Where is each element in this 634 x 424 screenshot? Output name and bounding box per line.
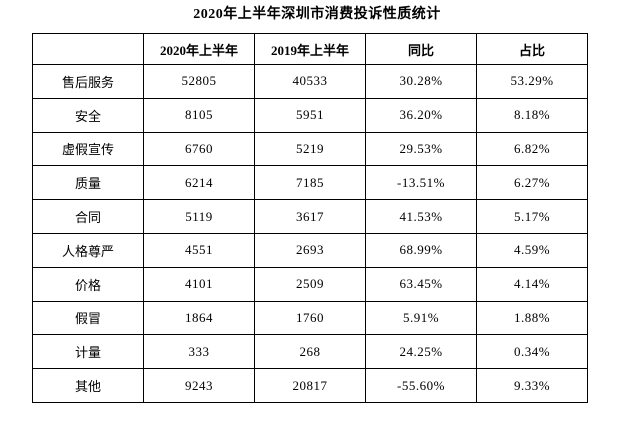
cell-2020: 1864 bbox=[143, 300, 255, 336]
row-label: 安全 bbox=[32, 97, 144, 133]
cell-2019: 5219 bbox=[254, 131, 366, 167]
row-label: 其他 bbox=[32, 368, 144, 403]
cell-share: 0.34% bbox=[476, 334, 588, 370]
cell-2020: 5119 bbox=[143, 199, 255, 234]
cell-2019: 2693 bbox=[254, 232, 366, 268]
table-row: 质量 6214 7185 -13.51% 6.27% bbox=[32, 165, 588, 201]
cell-2019: 5951 bbox=[254, 97, 366, 133]
cell-share: 5.17% bbox=[476, 199, 588, 234]
table-row: 虚假宣传 6760 5219 29.53% 6.82% bbox=[32, 131, 588, 167]
cell-share: 4.14% bbox=[476, 266, 588, 302]
cell-share: 4.59% bbox=[476, 232, 588, 268]
cell-2020: 6214 bbox=[143, 165, 255, 201]
cell-2019: 2509 bbox=[254, 266, 366, 302]
cell-yoy: 30.28% bbox=[365, 64, 477, 99]
cell-2019: 40533 bbox=[254, 64, 366, 99]
cell-2019: 3617 bbox=[254, 199, 366, 234]
cell-share: 53.29% bbox=[476, 64, 588, 99]
cell-2019: 268 bbox=[254, 334, 366, 370]
cell-yoy: 5.91% bbox=[365, 300, 477, 336]
table-row: 计量 333 268 24.25% 0.34% bbox=[32, 334, 588, 370]
cell-2020: 4551 bbox=[143, 232, 255, 268]
header-share: 占比 bbox=[476, 33, 588, 65]
cell-share: 6.27% bbox=[476, 165, 588, 201]
row-label: 价格 bbox=[32, 266, 144, 302]
header-2019: 2019年上半年 bbox=[254, 33, 366, 65]
cell-2019: 7185 bbox=[254, 165, 366, 201]
cell-2020: 6760 bbox=[143, 131, 255, 167]
cell-2020: 333 bbox=[143, 334, 255, 370]
table-row: 人格尊严 4551 2693 68.99% 4.59% bbox=[32, 232, 588, 268]
cell-2019: 20817 bbox=[254, 368, 366, 403]
table-row: 假冒 1864 1760 5.91% 1.88% bbox=[32, 300, 588, 336]
cell-2020: 8105 bbox=[143, 97, 255, 133]
cell-yoy: 29.53% bbox=[365, 131, 477, 167]
row-label: 质量 bbox=[32, 165, 144, 201]
header-2020: 2020年上半年 bbox=[143, 33, 255, 65]
cell-share: 1.88% bbox=[476, 300, 588, 336]
table-row: 其他 9243 20817 -55.60% 9.33% bbox=[32, 368, 588, 403]
row-label: 计量 bbox=[32, 334, 144, 370]
cell-2019: 1760 bbox=[254, 300, 366, 336]
header-row: 2020年上半年 2019年上半年 同比 占比 bbox=[32, 33, 588, 65]
cell-share: 9.33% bbox=[476, 368, 588, 403]
table-row: 售后服务 52805 40533 30.28% 53.29% bbox=[32, 64, 588, 99]
cell-yoy: 63.45% bbox=[365, 266, 477, 302]
table-row: 价格 4101 2509 63.45% 4.14% bbox=[32, 266, 588, 302]
cell-yoy: 68.99% bbox=[365, 232, 477, 268]
cell-yoy: -13.51% bbox=[365, 165, 477, 201]
cell-share: 6.82% bbox=[476, 131, 588, 167]
header-blank bbox=[32, 33, 144, 65]
statistics-table: 2020年上半年 2019年上半年 同比 占比 售后服务 52805 40533… bbox=[32, 33, 588, 403]
table-row: 安全 8105 5951 36.20% 8.18% bbox=[32, 97, 588, 133]
header-yoy: 同比 bbox=[365, 33, 477, 65]
cell-yoy: -55.60% bbox=[365, 368, 477, 403]
cell-yoy: 24.25% bbox=[365, 334, 477, 370]
cell-yoy: 36.20% bbox=[365, 97, 477, 133]
cell-2020: 52805 bbox=[143, 64, 255, 99]
cell-yoy: 41.53% bbox=[365, 199, 477, 234]
row-label: 虚假宣传 bbox=[32, 131, 144, 167]
cell-share: 8.18% bbox=[476, 97, 588, 133]
table-title: 2020年上半年深圳市消费投诉性质统计 bbox=[193, 7, 441, 22]
row-label: 人格尊严 bbox=[32, 232, 144, 268]
cell-2020: 9243 bbox=[143, 368, 255, 403]
row-label: 假冒 bbox=[32, 300, 144, 336]
row-label: 合同 bbox=[32, 199, 144, 234]
table-row: 合同 5119 3617 41.53% 5.17% bbox=[32, 199, 588, 234]
cell-2020: 4101 bbox=[143, 266, 255, 302]
row-label: 售后服务 bbox=[32, 64, 144, 99]
